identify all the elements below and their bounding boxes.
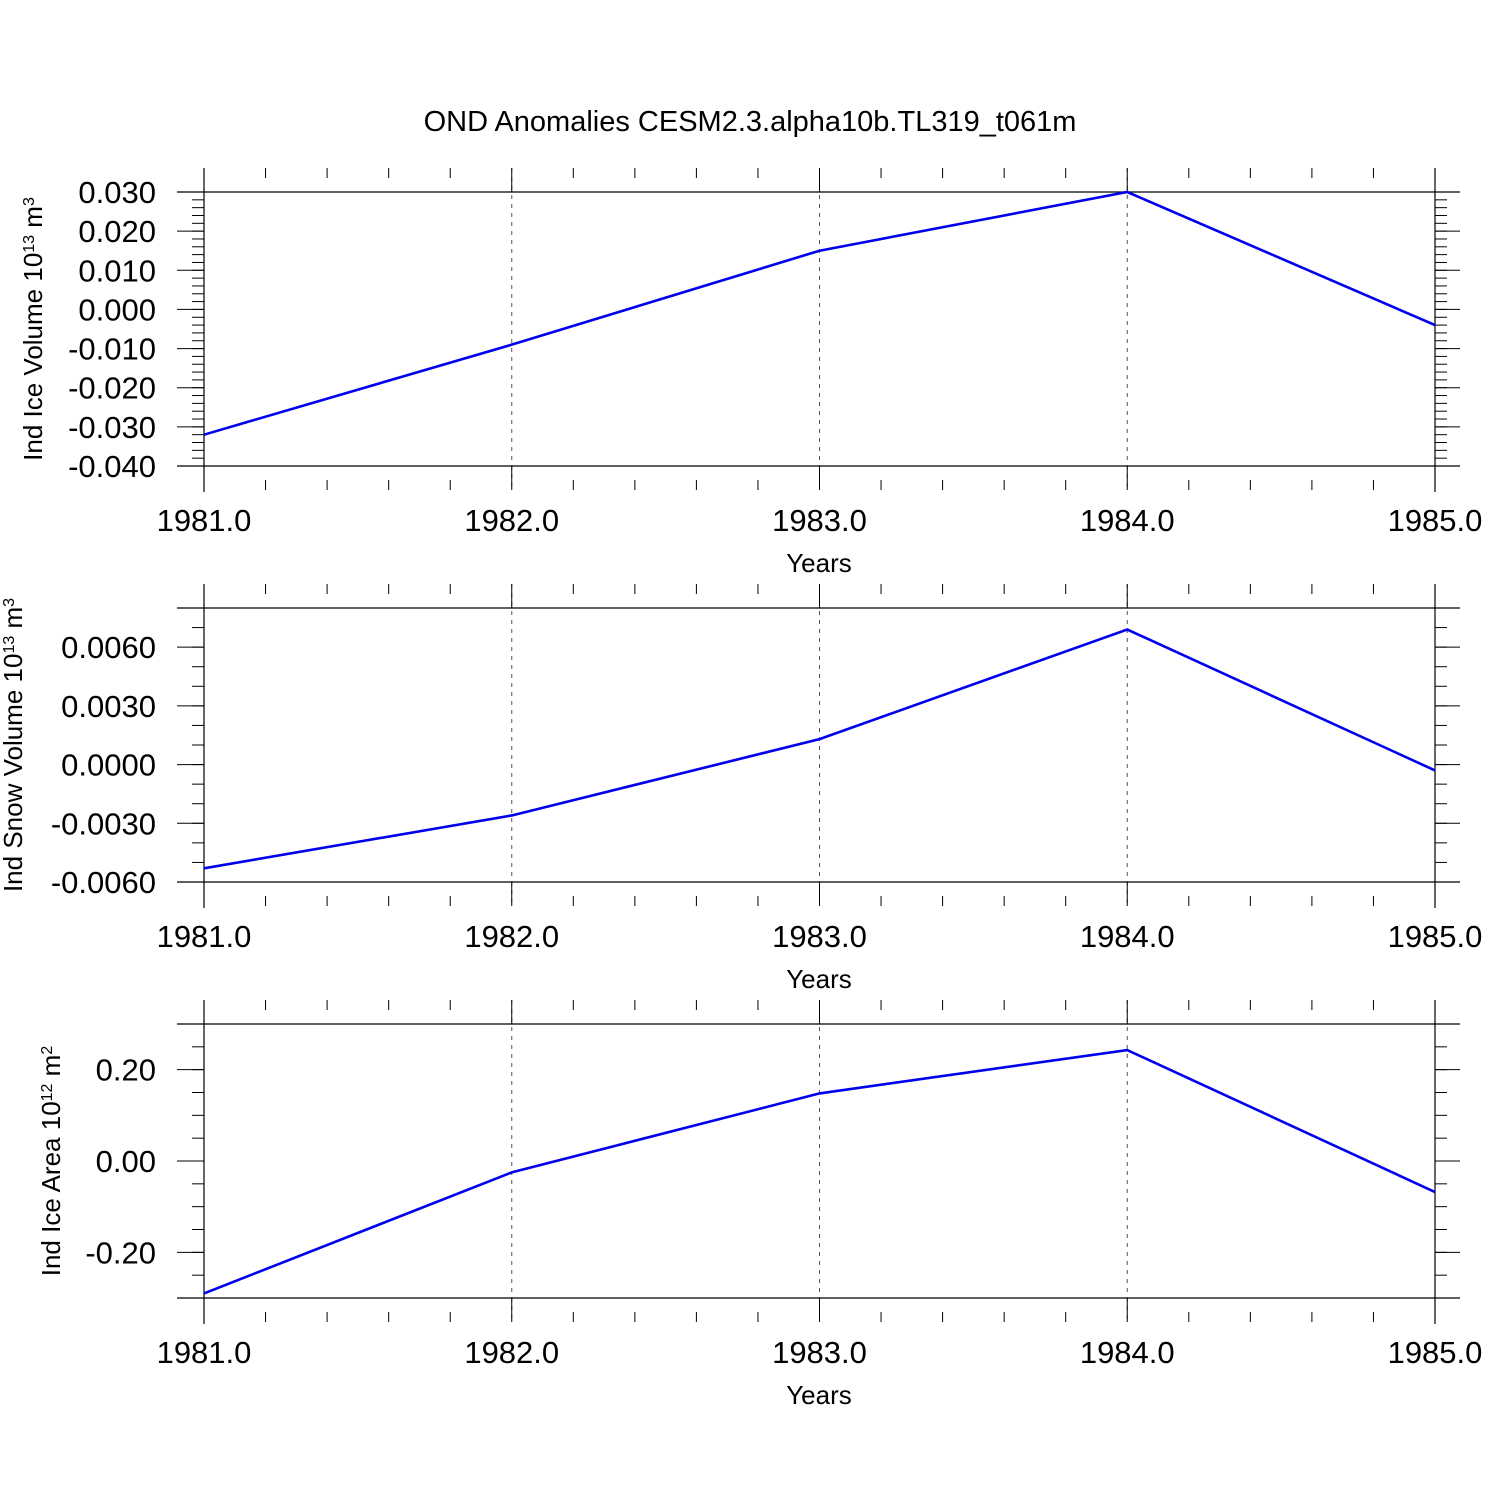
x-tick-label: 1982.0 [464,919,559,954]
x-tick-label: 1984.0 [1080,919,1175,954]
x-tick-label: 1982.0 [464,503,559,538]
x-tick-label: 1982.0 [464,1335,559,1370]
y-tick-label: 0.0060 [61,630,156,665]
chart-panel-3: -0.20 0.00 0.20 1981.0 1982.0 1983.0 1984.0 198… [36,1000,1482,1410]
y-axis-title: Ind Snow Volume 1013 m3 [0,598,28,892]
y-tick-label: 0.20 [96,1053,156,1088]
x-tick-label: 1983.0 [772,1335,867,1370]
x-tick-label: 1984.0 [1080,503,1175,538]
y-tick-label: 0.0030 [61,689,156,724]
y-axis-title-superscript: 3 [21,197,38,206]
x-axis-title: Years [786,548,852,578]
y-tick-label: 0.000 [78,292,156,327]
figure-title: OND Anomalies CESM2.3.alpha10b.TL319_t06… [424,106,1077,138]
x-tick-label: 1983.0 [772,919,867,954]
y-tick-label: 0.030 [78,175,156,210]
y-tick-label: 0.020 [78,214,156,249]
y-axis-title: Ind Ice Volume 1013 m3 [18,197,48,461]
y-axis-title-text: m [36,1055,66,1084]
chart-panel-1: -0.040 -0.030 -0.020 -0.010 0.000 0.010 0.020 0… [18,168,1482,578]
x-tick-label: 1981.0 [157,919,252,954]
panels: -0.040 -0.030 -0.020 -0.010 0.000 0.010 0.020 0… [0,168,1482,1410]
x-tick-label: 1984.0 [1080,1335,1175,1370]
y-axis-title-superscript: 2 [39,1046,56,1055]
y-tick-label: 0.010 [78,253,156,288]
y-tick-label: 0.00 [96,1144,156,1179]
y-axis-title-superscript: 13 [21,235,38,253]
x-tick-label: 1985.0 [1388,503,1483,538]
y-tick-label: 0.0000 [61,748,156,783]
y-tick-label: -0.030 [68,410,156,445]
y-axis-title-text: Ind Ice Area 10 [36,1101,66,1276]
y-tick-label: -0.020 [68,371,156,406]
y-tick-label: -0.20 [85,1235,156,1270]
x-axis-title: Years [786,1380,852,1410]
x-tick-label: 1985.0 [1388,1335,1483,1370]
y-axis-title-superscript: 3 [1,598,18,607]
y-tick-label: -0.0060 [51,865,156,900]
x-axis-title: Years [786,964,852,994]
y-axis-title-superscript: 13 [1,636,18,654]
y-tick-label: -0.010 [68,332,156,367]
x-tick-label: 1981.0 [157,503,252,538]
x-tick-label: 1985.0 [1388,919,1483,954]
y-axis-title-text: Ind Ice Volume 10 [18,253,48,461]
x-tick-label: 1981.0 [157,1335,252,1370]
y-axis-title: Ind Ice Area 1012 m2 [36,1046,66,1277]
chart-panel-2: -0.0060 -0.0030 0.0000 0.0030 0.0060 1981.0 19… [0,584,1482,994]
y-tick-label: -0.040 [68,449,156,484]
y-axis-title-text: m [0,607,28,636]
y-axis-title-superscript: 12 [39,1083,56,1101]
x-tick-label: 1983.0 [772,503,867,538]
y-axis-title-text: m [18,206,48,235]
y-axis-title-text: Ind Snow Volume 10 [0,654,28,893]
y-tick-label: -0.0030 [51,806,156,841]
